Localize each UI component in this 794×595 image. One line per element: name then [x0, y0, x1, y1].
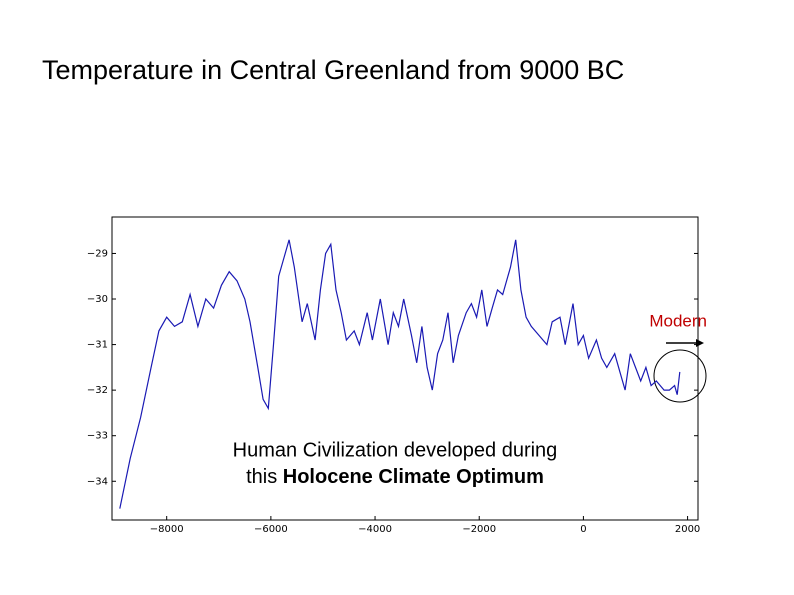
plot-frame [111, 216, 699, 521]
x-tick-label: 0 [580, 524, 586, 535]
annotation-line2: this Holocene Climate Optimum [246, 466, 544, 488]
x-tick-label: −8000 [150, 524, 184, 535]
temperature-line [119, 239, 681, 509]
annotation-bold: Holocene Climate Optimum [283, 466, 544, 488]
y-tick-label: −31 [87, 340, 108, 351]
y-tick-label: −29 [87, 248, 108, 259]
highlight-circle [653, 349, 707, 403]
y-tick-label: −32 [87, 385, 108, 396]
annotation-line1: Human Civilization developed during [233, 439, 558, 461]
arrow-head [696, 339, 704, 347]
annotation-modern: Modern [649, 311, 707, 330]
y-tick-label: −33 [87, 431, 108, 442]
x-tick-label: −4000 [358, 524, 392, 535]
x-tick-label: −6000 [254, 524, 288, 535]
y-tick-label: −34 [87, 476, 108, 487]
slide-title: Temperature in Central Greenland from 90… [42, 55, 625, 85]
annotation-word: this [246, 466, 277, 488]
x-tick-label: −2000 [462, 524, 496, 535]
y-tick-label: −30 [87, 294, 108, 305]
x-tick-label: 2000 [675, 524, 700, 535]
